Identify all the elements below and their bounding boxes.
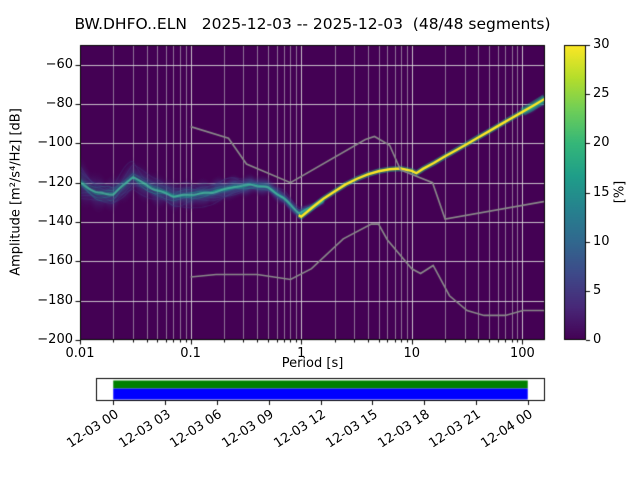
- y-tick-label: −80: [45, 96, 73, 111]
- y-tick-label: −120: [37, 174, 73, 190]
- y-tick-label: −100: [37, 135, 73, 151]
- x-tick-label: 10: [403, 346, 421, 361]
- colorbar-tick-label: 25: [593, 86, 610, 102]
- x-tick-label: 100: [510, 346, 535, 361]
- y-tick-label: −160: [37, 253, 73, 269]
- colorbar-label: [%]: [612, 180, 628, 204]
- y-tick-label: −180: [37, 292, 73, 308]
- colorbar-tick-label: 20: [593, 135, 610, 151]
- colorbar-tick-label: 0: [593, 332, 602, 347]
- colorbar-tick-label: 30: [593, 37, 610, 52]
- colorbar-tick-label: 5: [593, 282, 602, 298]
- x-tick-label: 0.1: [180, 346, 201, 361]
- x-tick-label: 1: [297, 346, 306, 361]
- y-axis-label: Amplitude [m²/s⁴/Hz] [dB]: [8, 108, 24, 276]
- y-tick-label: −140: [37, 214, 73, 229]
- y-tick-label: −60: [45, 56, 73, 72]
- plot-title: BW.DHFO..ELN 2025-12-03 -- 2025-12-03 (4…: [74, 15, 551, 33]
- x-axis-label: Period [s]: [281, 356, 344, 371]
- colorbar-tick-label: 15: [593, 184, 610, 200]
- colorbar-tick-label: 10: [593, 233, 610, 249]
- x-tick-label: 0.01: [65, 346, 95, 361]
- y-tick-label: −200: [37, 332, 73, 347]
